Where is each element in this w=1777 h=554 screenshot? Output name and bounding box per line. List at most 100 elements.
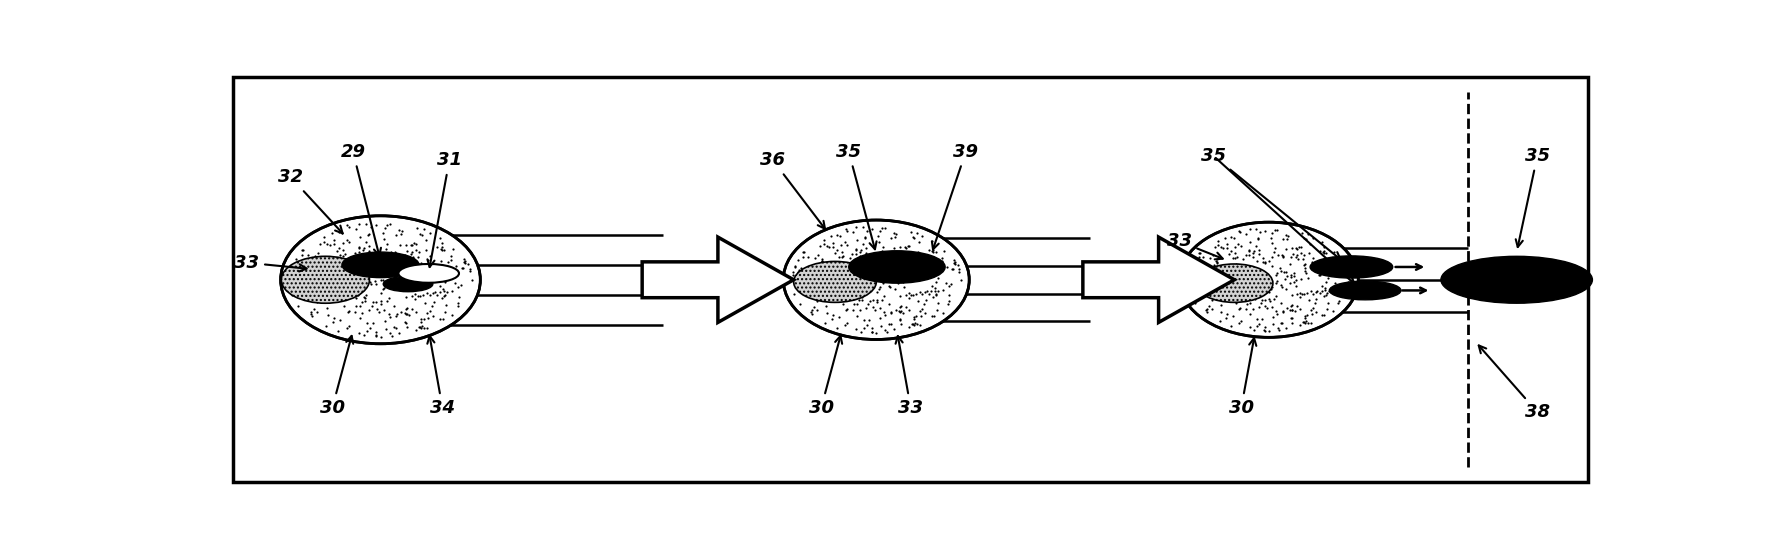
Point bbox=[798, 285, 826, 294]
Point bbox=[864, 232, 892, 240]
Point bbox=[405, 322, 434, 331]
Point bbox=[894, 289, 922, 297]
Point bbox=[384, 267, 412, 276]
Point bbox=[858, 324, 887, 333]
Point bbox=[1278, 306, 1306, 315]
Point bbox=[398, 305, 426, 314]
Point bbox=[858, 296, 887, 305]
Point bbox=[352, 238, 380, 247]
Point bbox=[1255, 288, 1283, 296]
Point bbox=[1176, 283, 1205, 291]
Point bbox=[1240, 292, 1269, 301]
Point bbox=[874, 300, 903, 309]
Point bbox=[363, 221, 391, 230]
Point bbox=[1203, 268, 1231, 276]
Point bbox=[1214, 268, 1242, 277]
Point bbox=[304, 263, 332, 272]
Point bbox=[400, 239, 428, 248]
Point bbox=[819, 284, 848, 293]
Point bbox=[1278, 244, 1306, 253]
Point bbox=[1224, 304, 1253, 313]
Point bbox=[432, 307, 460, 316]
Point bbox=[1303, 295, 1331, 304]
Point bbox=[1203, 241, 1231, 250]
Point bbox=[1329, 257, 1358, 265]
Point bbox=[1292, 260, 1320, 269]
Point bbox=[407, 230, 435, 239]
Point bbox=[817, 315, 846, 324]
Point bbox=[881, 271, 910, 280]
Point bbox=[451, 257, 480, 265]
Point bbox=[839, 228, 867, 237]
Point bbox=[1271, 268, 1299, 276]
Point bbox=[1192, 308, 1221, 317]
Point bbox=[1239, 325, 1267, 334]
Circle shape bbox=[1441, 257, 1592, 303]
Point bbox=[865, 284, 894, 293]
Point bbox=[841, 279, 869, 288]
Point bbox=[380, 281, 409, 290]
Point bbox=[1317, 258, 1345, 266]
Point bbox=[1308, 263, 1336, 271]
Point bbox=[402, 307, 430, 316]
Point bbox=[908, 232, 936, 240]
Point bbox=[450, 257, 478, 266]
Point bbox=[933, 263, 961, 271]
Point bbox=[858, 257, 887, 265]
Point bbox=[1279, 271, 1308, 280]
Point bbox=[915, 270, 944, 279]
Point bbox=[1287, 288, 1315, 297]
Point bbox=[373, 220, 402, 229]
Point bbox=[368, 299, 396, 308]
Point bbox=[1258, 302, 1287, 311]
Ellipse shape bbox=[784, 220, 968, 340]
Point bbox=[1215, 249, 1244, 258]
Point bbox=[327, 288, 355, 297]
Point bbox=[887, 243, 915, 252]
Point bbox=[782, 280, 810, 289]
Point bbox=[355, 324, 384, 333]
Point bbox=[444, 292, 473, 301]
Point bbox=[352, 290, 380, 299]
Point bbox=[782, 263, 810, 272]
Point bbox=[361, 331, 389, 340]
Point bbox=[910, 261, 938, 270]
Point bbox=[1272, 230, 1301, 239]
Point bbox=[924, 274, 952, 283]
Point bbox=[382, 249, 410, 258]
Point bbox=[1187, 289, 1215, 298]
Text: 31: 31 bbox=[428, 151, 462, 267]
Point bbox=[1208, 244, 1237, 253]
Point bbox=[858, 279, 887, 288]
Point bbox=[1242, 315, 1271, 324]
Point bbox=[835, 280, 864, 289]
Point bbox=[880, 275, 908, 284]
Point bbox=[370, 285, 398, 294]
Ellipse shape bbox=[1329, 281, 1400, 300]
Point bbox=[355, 278, 384, 287]
Point bbox=[906, 288, 935, 296]
Point bbox=[320, 314, 348, 322]
Point bbox=[1246, 319, 1274, 328]
Point bbox=[393, 309, 421, 318]
Point bbox=[881, 233, 910, 242]
Point bbox=[885, 315, 913, 324]
Point bbox=[375, 313, 403, 322]
Point bbox=[368, 276, 396, 285]
Point bbox=[942, 260, 970, 269]
Point bbox=[828, 259, 857, 268]
Point bbox=[354, 254, 382, 263]
Point bbox=[1327, 280, 1356, 289]
Point bbox=[320, 280, 348, 289]
Point bbox=[1240, 295, 1269, 304]
Point bbox=[833, 240, 862, 249]
Point bbox=[1219, 273, 1247, 282]
Point bbox=[849, 316, 878, 325]
Point bbox=[345, 233, 373, 242]
Text: 35: 35 bbox=[1201, 147, 1340, 259]
Point bbox=[910, 309, 938, 318]
Point bbox=[812, 318, 841, 327]
Point bbox=[1303, 286, 1331, 295]
Point bbox=[1324, 281, 1352, 290]
Point bbox=[1258, 261, 1287, 270]
